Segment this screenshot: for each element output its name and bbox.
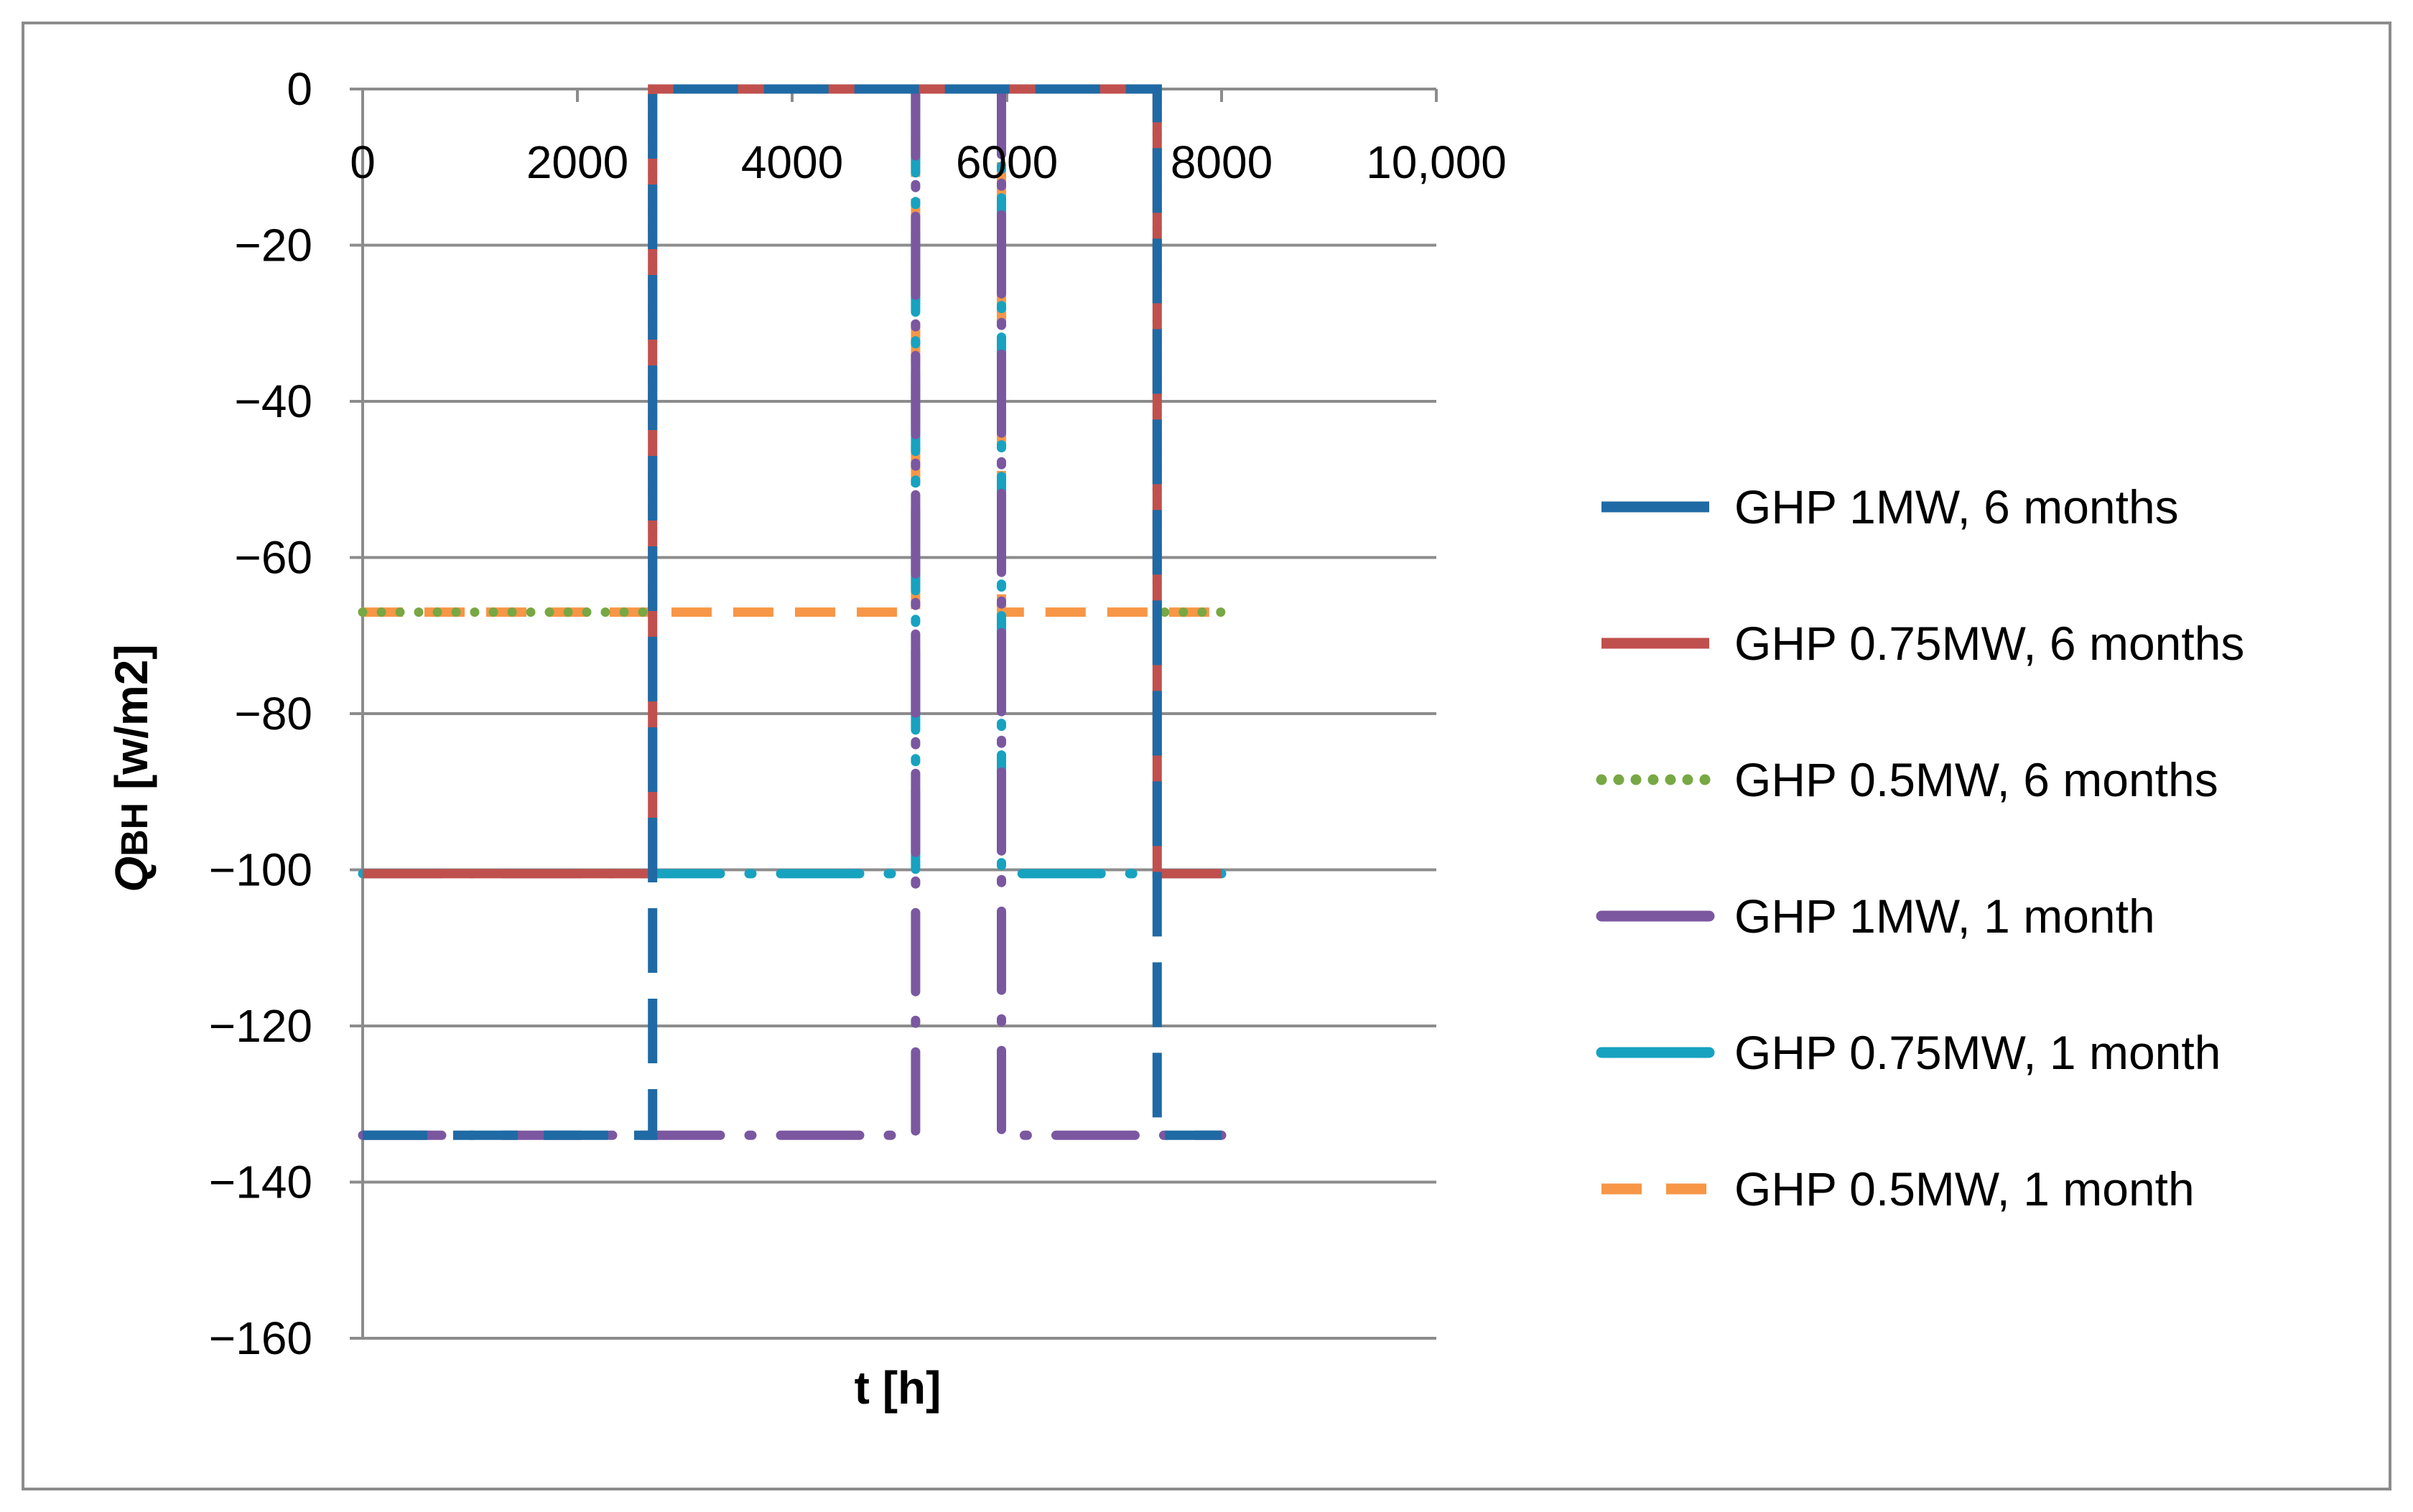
legend-label: GHP 1MW, 6 months xyxy=(1734,480,2179,533)
legend-item: GHP 0.75MW, 6 months xyxy=(1601,617,2244,670)
legend-label: GHP 0.75MW, 6 months xyxy=(1734,617,2244,670)
y-tick-label: 0 xyxy=(287,63,312,115)
legend: GHP 1MW, 6 months GHP 0.75MW, 6 months GHP… xyxy=(1596,480,2244,1215)
legend-label: GHP 1MW, 1 month xyxy=(1734,890,2155,943)
y-axis-title-unit: [w/m2] xyxy=(106,644,157,802)
legend-item: GHP 1MW, 1 month xyxy=(1596,890,2155,943)
gridlines xyxy=(363,243,1436,1340)
y-tick-label: −160 xyxy=(209,1312,312,1364)
legend-label: GHP 0.5MW, 6 months xyxy=(1734,753,2218,806)
chart-frame xyxy=(22,22,2391,1490)
series-line xyxy=(358,84,1227,879)
x-tick-label: 6000 xyxy=(956,136,1058,188)
y-axis-title-q: Q xyxy=(106,857,157,892)
y-axis-title: QBH [w/m2] xyxy=(106,644,157,892)
x-tick-label: 0 xyxy=(350,136,376,188)
y-tick-label: −80 xyxy=(234,688,312,739)
legend-label: GHP 0.75MW, 1 month xyxy=(1734,1026,2221,1079)
legend-label: GHP 0.5MW, 1 month xyxy=(1734,1162,2195,1215)
y-tick-label: −40 xyxy=(234,375,312,427)
x-tick-label: 2000 xyxy=(526,136,628,188)
y-tick-label: −20 xyxy=(234,220,312,271)
x-axis-title: t [h] xyxy=(855,1362,942,1414)
tick-labels: 0 −20 −40 −60 −80 −100 −120 −140 −160 0 2000 4000 60… xyxy=(209,63,1507,1364)
x-tick-label: 10,000 xyxy=(1366,136,1507,188)
legend-item: GHP 0.5MW, 6 months xyxy=(1596,753,2218,806)
y-axis-title-sub: BH xyxy=(114,803,156,857)
legend-item: GHP 0.5MW, 1 month xyxy=(1601,1162,2195,1215)
y-tick-label: −120 xyxy=(209,1000,312,1052)
series-line xyxy=(363,84,1222,1140)
series-lines xyxy=(358,84,1227,1140)
legend-item: GHP 1MW, 6 months xyxy=(1601,480,2179,533)
x-tick-label: 8000 xyxy=(1171,136,1273,188)
x-tick-label: 4000 xyxy=(741,136,843,188)
legend-item: GHP 0.75MW, 1 month xyxy=(1596,1026,2221,1079)
series-line xyxy=(363,84,1222,879)
y-tick-label: −140 xyxy=(209,1157,312,1208)
y-tick-label: −100 xyxy=(209,844,312,896)
y-tick-label: −60 xyxy=(234,532,312,584)
